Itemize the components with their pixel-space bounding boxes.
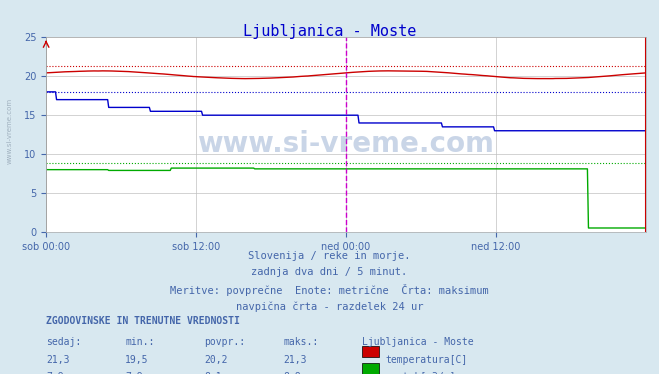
Text: 7,9: 7,9 [46, 372, 64, 374]
Text: min.:: min.: [125, 337, 155, 347]
Text: Slovenija / reke in morje.: Slovenija / reke in morje. [248, 251, 411, 261]
Text: sedaj:: sedaj: [46, 337, 81, 347]
Text: pretok[m3/s]: pretok[m3/s] [386, 372, 456, 374]
Text: temperatura[C]: temperatura[C] [386, 355, 468, 365]
Text: 8,8: 8,8 [283, 372, 301, 374]
Text: Ljubljanica - Moste: Ljubljanica - Moste [362, 337, 474, 347]
Text: zadnja dva dni / 5 minut.: zadnja dva dni / 5 minut. [251, 267, 408, 278]
Text: Meritve: povprečne  Enote: metrične  Črta: maksimum: Meritve: povprečne Enote: metrične Črta:… [170, 284, 489, 296]
Text: maks.:: maks.: [283, 337, 318, 347]
Text: 19,5: 19,5 [125, 355, 149, 365]
Text: 7,9: 7,9 [125, 372, 143, 374]
Text: www.si-vreme.com: www.si-vreme.com [7, 98, 13, 164]
Text: povpr.:: povpr.: [204, 337, 245, 347]
Text: 21,3: 21,3 [283, 355, 307, 365]
Text: navpična črta - razdelek 24 ur: navpična črta - razdelek 24 ur [236, 301, 423, 312]
Text: 8,1: 8,1 [204, 372, 222, 374]
Text: Ljubljanica - Moste: Ljubljanica - Moste [243, 24, 416, 39]
Text: ZGODOVINSKE IN TRENUTNE VREDNOSTI: ZGODOVINSKE IN TRENUTNE VREDNOSTI [46, 316, 240, 326]
Text: 21,3: 21,3 [46, 355, 70, 365]
Text: 20,2: 20,2 [204, 355, 228, 365]
Text: www.si-vreme.com: www.si-vreme.com [198, 131, 494, 158]
